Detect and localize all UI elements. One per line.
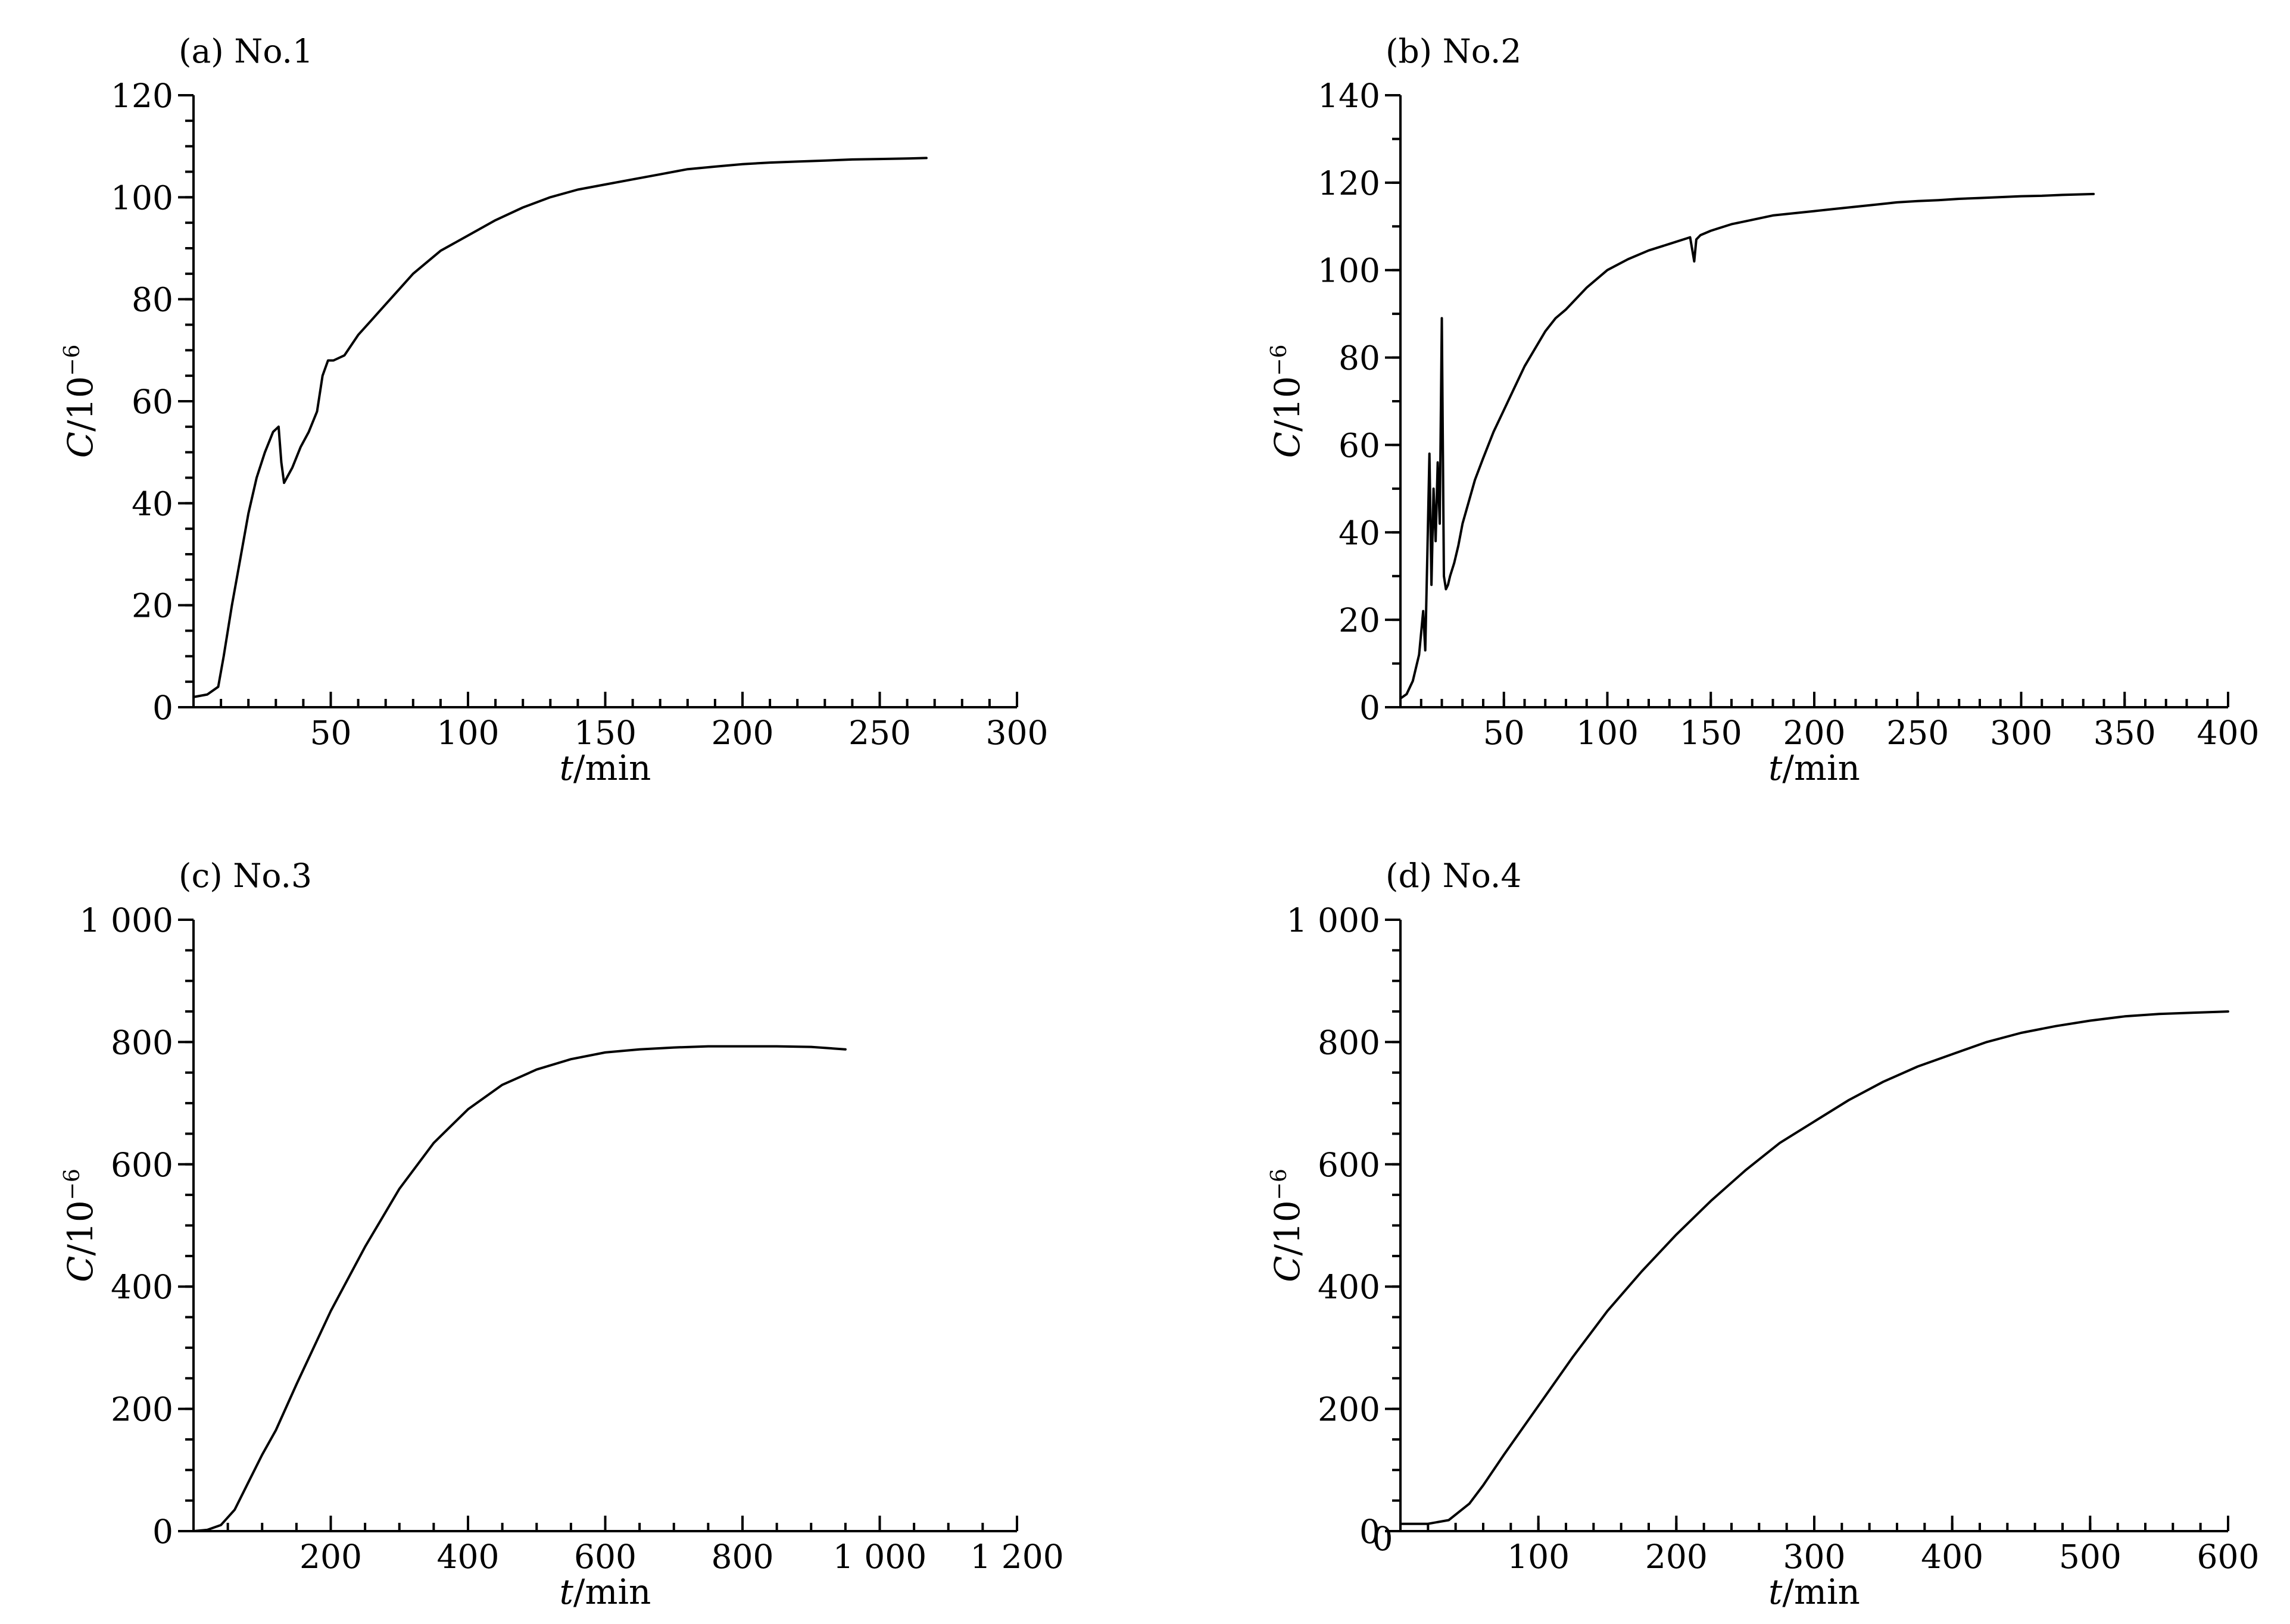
y-tick-label: 200 bbox=[1318, 1391, 1380, 1429]
x-tick-label: 100 bbox=[1507, 1538, 1570, 1576]
y-tick-label: 80 bbox=[1339, 339, 1380, 377]
x-axis-symbol: t bbox=[560, 748, 574, 788]
x-tick-label: 200 bbox=[1783, 714, 1846, 752]
y-tick-label: 200 bbox=[111, 1391, 173, 1429]
x-tick-label: 400 bbox=[1921, 1538, 1983, 1576]
x-tick-label: 600 bbox=[574, 1538, 637, 1576]
y-tick-label: 400 bbox=[1318, 1268, 1380, 1306]
y-tick-label: 600 bbox=[111, 1146, 173, 1184]
y-tick-label: 0 bbox=[1359, 689, 1380, 727]
x-axis-title: t/min bbox=[1768, 1572, 1860, 1612]
y-axis-unit: /10 bbox=[60, 1200, 101, 1256]
y-tick-label: 40 bbox=[1339, 514, 1380, 552]
y-tick-label: 140 bbox=[1318, 77, 1380, 115]
y-axis-symbol: C bbox=[1267, 432, 1308, 458]
y-tick-label: 600 bbox=[1318, 1146, 1380, 1184]
y-tick-label: 60 bbox=[132, 383, 173, 421]
y-axis-title: C/10−6 bbox=[1267, 1169, 1308, 1282]
x-tick-label: 50 bbox=[310, 714, 352, 752]
series-line-1 bbox=[192, 1045, 847, 1532]
x-tick-label: 250 bbox=[1886, 714, 1949, 752]
panel-title: (d) No.4 bbox=[1386, 857, 1521, 895]
y-axis-title: C/10−6 bbox=[60, 1169, 101, 1282]
x-tick-label: 100 bbox=[1576, 714, 1639, 752]
x-tick-label: 50 bbox=[1483, 714, 1525, 752]
panel-title: (c) No.3 bbox=[179, 857, 312, 895]
x-tick-label: 300 bbox=[986, 714, 1049, 752]
x-axis-unit: /min bbox=[573, 748, 651, 788]
x-tick-label: 400 bbox=[437, 1538, 500, 1576]
y-tick-label: 0 bbox=[1359, 1513, 1380, 1551]
y-axis-symbol: C bbox=[60, 1256, 101, 1282]
y-axis-symbol: C bbox=[60, 432, 101, 458]
x-axis-symbol: t bbox=[1768, 748, 1783, 788]
series-line-1 bbox=[192, 157, 928, 698]
y-tick-label: 80 bbox=[132, 281, 173, 319]
y-axis-title: C/10−6 bbox=[60, 345, 101, 458]
y-tick-label: 40 bbox=[132, 485, 173, 523]
x-tick-label: 150 bbox=[574, 714, 637, 752]
x-tick-label: 300 bbox=[1783, 1538, 1846, 1576]
y-tick-label: 0 bbox=[152, 1513, 173, 1551]
x-tick-label: 200 bbox=[299, 1538, 362, 1576]
x-tick-label: 1 000 bbox=[833, 1538, 926, 1576]
x-axis-title: t/min bbox=[560, 1572, 651, 1612]
y-tick-label: 800 bbox=[111, 1023, 173, 1061]
y-axis-exponent: −6 bbox=[60, 1169, 85, 1200]
panel-title: (b) No.2 bbox=[1386, 32, 1521, 70]
x-tick-label: 400 bbox=[2197, 714, 2260, 752]
chart-panel-1: 50 100 150 200 250 300 0 20 40 60 80 100 120(a) No.1… bbox=[60, 32, 1048, 788]
x-tick-label: 500 bbox=[2059, 1538, 2121, 1576]
x-axis-symbol: t bbox=[1768, 1572, 1783, 1612]
x-axis-title: t/min bbox=[560, 748, 651, 788]
y-axis-exponent: −6 bbox=[1267, 1169, 1291, 1200]
y-tick-label: 800 bbox=[1318, 1023, 1380, 1061]
x-tick-label: 800 bbox=[712, 1538, 774, 1576]
x-tick-label: 150 bbox=[1680, 714, 1742, 752]
panel-title: (a) No.1 bbox=[179, 32, 313, 70]
chart-panel-3: 200 400 600 800 1 000 1 200 0 200 400 600 800 1 000… bbox=[60, 857, 1064, 1612]
x-tick-label: 200 bbox=[1645, 1538, 1708, 1576]
x-axis-unit: /min bbox=[573, 1572, 651, 1612]
y-tick-label: 100 bbox=[111, 179, 173, 217]
y-tick-label: 20 bbox=[1339, 601, 1380, 639]
y-tick-label: 400 bbox=[111, 1268, 173, 1306]
x-tick-label: 200 bbox=[712, 714, 774, 752]
y-axis-exponent: −6 bbox=[60, 345, 85, 376]
x-tick-label: 600 bbox=[2197, 1538, 2260, 1576]
y-tick-label: 60 bbox=[1339, 426, 1380, 464]
x-tick-label: 350 bbox=[2094, 714, 2156, 752]
x-tick-label: 250 bbox=[848, 714, 911, 752]
y-tick-label: 0 bbox=[152, 689, 173, 727]
y-tick-label: 1 000 bbox=[80, 901, 173, 939]
x-tick-label: 100 bbox=[437, 714, 500, 752]
y-axis-unit: /10 bbox=[60, 376, 101, 432]
x-axis-title: t/min bbox=[1768, 748, 1860, 788]
x-axis-unit: /min bbox=[1782, 748, 1860, 788]
y-tick-label: 1 000 bbox=[1287, 901, 1380, 939]
y-tick-label: 20 bbox=[132, 587, 173, 625]
y-tick-label: 100 bbox=[1318, 252, 1380, 290]
chart-panel-4: 100 200 300 400 500 600 00 200 400 600 800 1 000(d)… bbox=[1267, 857, 2259, 1612]
y-axis-unit: /10 bbox=[1267, 1200, 1308, 1256]
x-axis-symbol: t bbox=[560, 1572, 574, 1612]
y-tick-label: 120 bbox=[1318, 164, 1380, 202]
y-axis-exponent: −6 bbox=[1267, 345, 1291, 376]
x-origin-label: 0 bbox=[1372, 1520, 1393, 1558]
y-axis-symbol: C bbox=[1267, 1256, 1308, 1282]
x-axis-unit: /min bbox=[1782, 1572, 1860, 1612]
y-axis-unit: /10 bbox=[1267, 376, 1308, 432]
y-axis-title: C/10−6 bbox=[1267, 345, 1308, 458]
x-tick-label: 1 200 bbox=[970, 1538, 1063, 1576]
series-line-1 bbox=[1399, 1010, 2229, 1525]
series-line-1 bbox=[1399, 192, 2095, 700]
y-tick-label: 120 bbox=[111, 77, 173, 115]
chart-panel-2: 50 100 150 200 250 300 350 400 0 20 40 60 80 100 120 14… bbox=[1267, 32, 2259, 788]
x-tick-label: 300 bbox=[1990, 714, 2052, 752]
